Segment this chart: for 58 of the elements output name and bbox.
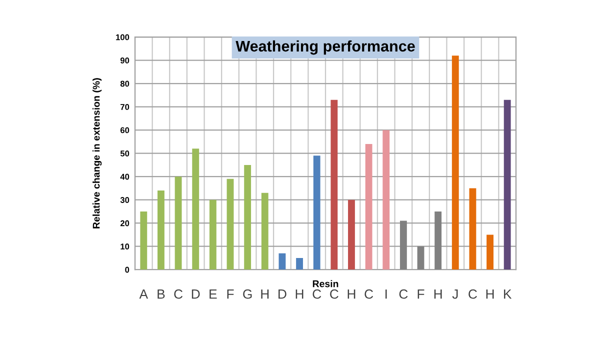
bar bbox=[469, 188, 476, 270]
x-tick-label: C bbox=[468, 289, 477, 299]
x-tick-label: K bbox=[504, 290, 512, 299]
x-axis-title: Resin bbox=[312, 280, 338, 288]
x-tick-label: C bbox=[364, 289, 374, 299]
bar bbox=[140, 211, 148, 270]
y-tick-label: 10 bbox=[120, 244, 130, 250]
bar bbox=[226, 178, 234, 270]
y-tick-label: 20 bbox=[120, 220, 130, 226]
x-tick-label: F bbox=[418, 290, 424, 299]
x-tick-label: I bbox=[386, 290, 387, 299]
x-tick-label: D bbox=[192, 290, 200, 299]
bar bbox=[434, 211, 442, 270]
y-tick-label: 70 bbox=[120, 104, 130, 110]
bar bbox=[417, 246, 424, 270]
x-tick-label: E bbox=[210, 290, 217, 299]
x-tick-label: G bbox=[243, 289, 252, 299]
x-tick-label: B bbox=[158, 290, 165, 299]
x-tick-label: C bbox=[330, 289, 338, 299]
bar bbox=[486, 234, 494, 270]
x-tick-label: F bbox=[227, 290, 234, 299]
x-tick-label: J bbox=[452, 290, 458, 299]
x-tick-label: H bbox=[348, 290, 356, 299]
bar bbox=[278, 253, 286, 270]
y-tick-label: 60 bbox=[120, 127, 130, 134]
x-tick-label: H bbox=[434, 290, 442, 299]
bar bbox=[192, 148, 200, 270]
bar bbox=[348, 200, 355, 270]
bar bbox=[382, 130, 390, 270]
y-tick-label: 30 bbox=[120, 197, 130, 203]
x-tick-label: H bbox=[261, 290, 269, 299]
x-tick-label: D bbox=[278, 290, 286, 299]
bar bbox=[174, 176, 182, 270]
bar bbox=[365, 144, 372, 270]
bar bbox=[400, 220, 407, 270]
x-tick-label: H bbox=[296, 290, 304, 299]
bar bbox=[158, 190, 164, 270]
bar bbox=[452, 56, 459, 270]
y-tick-label: 50 bbox=[120, 150, 130, 156]
chart-title: Weathering performance bbox=[236, 40, 415, 55]
bar bbox=[209, 200, 216, 270]
bar bbox=[296, 258, 303, 270]
y-tick-label: 0 bbox=[125, 266, 130, 273]
x-tick-label: C bbox=[312, 289, 322, 299]
bar bbox=[244, 164, 252, 270]
bar bbox=[504, 100, 511, 270]
bar bbox=[261, 192, 268, 270]
x-tick-label: C bbox=[399, 289, 408, 299]
x-tick-label: C bbox=[174, 289, 183, 299]
y-tick-label: 40 bbox=[120, 174, 130, 180]
bar bbox=[330, 100, 338, 270]
y-axis-title: Relative change in extension (%) bbox=[92, 78, 102, 228]
x-tick-label: H bbox=[486, 290, 494, 299]
x-tick-label: A bbox=[139, 290, 148, 299]
y-tick-label: 80 bbox=[120, 80, 130, 87]
y-tick-label: 90 bbox=[120, 58, 130, 64]
y-tick-label: 100 bbox=[116, 34, 130, 40]
bar bbox=[313, 156, 320, 270]
